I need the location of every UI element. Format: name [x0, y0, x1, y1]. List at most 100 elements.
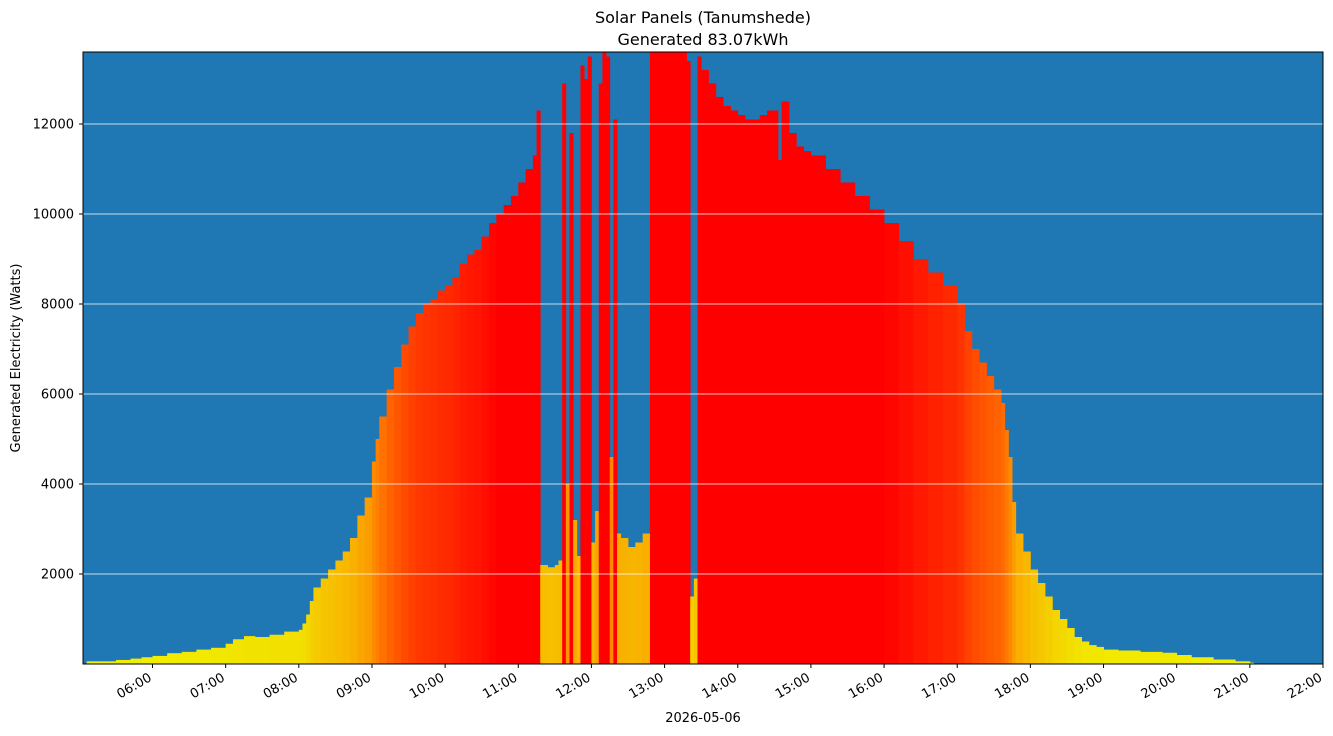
bar: [642, 533, 651, 664]
bar: [254, 637, 270, 664]
y-tick-label: 12000: [33, 118, 74, 133]
bar: [408, 326, 417, 664]
bar: [803, 151, 812, 664]
bar: [620, 538, 629, 664]
x-tick-label: 21:00: [1212, 670, 1252, 702]
bar: [243, 636, 256, 664]
bar: [1059, 619, 1068, 664]
bar: [1008, 457, 1013, 664]
bar: [854, 196, 870, 664]
bar: [335, 560, 344, 664]
bar: [481, 236, 490, 664]
bar: [141, 657, 153, 664]
x-tick-label: 20:00: [1139, 670, 1179, 702]
bar: [167, 653, 183, 664]
bar: [525, 169, 534, 664]
bar: [573, 520, 578, 664]
bar: [313, 587, 322, 664]
bar: [598, 83, 603, 664]
bar: [777, 160, 783, 664]
bar: [467, 254, 475, 664]
bar: [1081, 641, 1090, 664]
bar: [964, 331, 973, 664]
x-tick-label: 10:00: [407, 670, 447, 702]
bar: [613, 119, 618, 664]
bar: [1066, 628, 1075, 664]
bar: [1118, 650, 1141, 664]
bar: [152, 655, 168, 664]
x-tick-label: 11:00: [480, 670, 520, 702]
bar: [1052, 610, 1061, 664]
bar: [379, 416, 387, 664]
bar: [540, 565, 548, 664]
bar: [1140, 651, 1163, 664]
bar: [942, 286, 958, 664]
bar: [796, 146, 804, 664]
y-tick-label: 8000: [41, 298, 74, 313]
bar: [1235, 661, 1251, 664]
x-tick-label: 12:00: [553, 670, 593, 702]
chart-title: Solar Panels (Tanumshede): [595, 8, 811, 27]
bar: [913, 259, 929, 664]
y-gridlines: [83, 123, 1323, 575]
y-tick-label: 4000: [41, 478, 74, 493]
x-tick-label: 16:00: [846, 670, 886, 702]
bar: [1096, 646, 1104, 664]
y-tick-label: 10000: [33, 208, 74, 223]
bar: [1012, 502, 1017, 664]
bar: [1023, 551, 1031, 664]
bar: [986, 376, 995, 664]
bar: [606, 56, 611, 664]
bar: [393, 367, 402, 664]
bar: [269, 634, 285, 664]
bar: [781, 101, 790, 664]
bar: [489, 223, 497, 664]
bar: [774, 110, 779, 664]
bar: [617, 533, 622, 664]
bar: [474, 250, 483, 664]
bar: [580, 65, 585, 664]
bar: [810, 155, 826, 664]
bar: [350, 538, 358, 664]
bar: [690, 596, 695, 664]
bar: [693, 578, 698, 664]
bar: [1249, 662, 1254, 664]
x-tick-label: 06:00: [115, 670, 155, 702]
bar: [723, 106, 731, 664]
bar: [788, 133, 797, 664]
plot-frame: [82, 51, 1324, 665]
x-tick-label: 19:00: [1066, 670, 1106, 702]
bar: [1001, 403, 1006, 664]
bar: [496, 214, 505, 664]
bar: [1162, 652, 1178, 664]
bar: [595, 511, 600, 664]
y-tick-label: 6000: [41, 388, 74, 403]
bar: [840, 182, 856, 664]
bar: [1030, 569, 1039, 664]
bar: [309, 601, 314, 664]
bar: [1191, 657, 1214, 664]
bar: [686, 61, 691, 664]
bar: [518, 182, 526, 664]
bar: [745, 119, 753, 664]
bar: [225, 643, 234, 664]
bar: [1004, 430, 1009, 664]
bar: [752, 119, 761, 664]
bar: [284, 631, 300, 664]
bar: [1103, 649, 1119, 664]
bar: [576, 556, 581, 664]
bar: [1088, 645, 1097, 664]
y-tick-label: 2000: [41, 568, 74, 583]
bar: [697, 56, 702, 664]
bar: [884, 223, 900, 664]
x-tick-label: 14:00: [700, 670, 740, 702]
bar: [532, 155, 537, 664]
bar: [430, 299, 439, 664]
bar: [232, 639, 245, 664]
bar: [869, 209, 885, 664]
bar: [1037, 583, 1046, 664]
bar: [375, 439, 380, 664]
bar: [302, 623, 307, 664]
bar: [1176, 655, 1192, 664]
